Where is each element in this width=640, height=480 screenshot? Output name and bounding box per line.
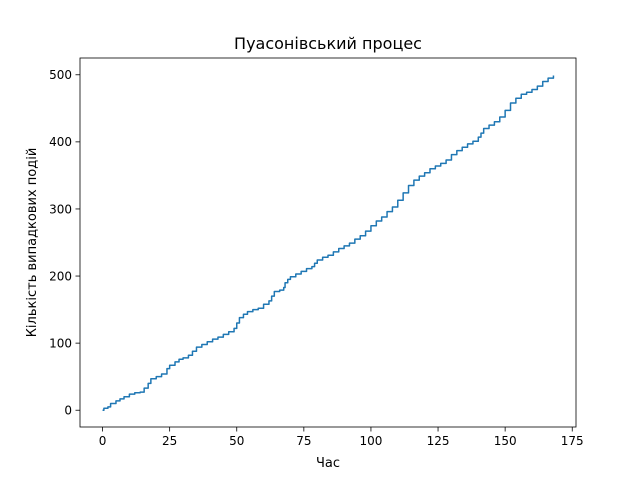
x-tick-label: 125: [427, 434, 450, 448]
x-tick-label: 150: [494, 434, 517, 448]
y-axis-label: Кількість випадкових подій: [25, 148, 40, 338]
x-tick-label: 175: [561, 434, 584, 448]
y-tick-label: 100: [49, 336, 72, 350]
x-tick-label: 25: [162, 434, 177, 448]
x-tick-label: 75: [296, 434, 311, 448]
x-tick-label: 100: [359, 434, 382, 448]
y-tick-label: 0: [64, 404, 72, 418]
x-axis: 0 25 50 75 100 125 150 175: [99, 427, 584, 448]
y-tick-label: 300: [49, 202, 72, 216]
plot-area: [102, 75, 555, 411]
x-tick-label: 0: [99, 434, 107, 448]
plot-frame: [79, 57, 577, 428]
y-axis: 0 100 200 300 400 500: [49, 68, 80, 418]
y-tick-label: 400: [49, 135, 72, 149]
series-line-0: [102, 75, 555, 411]
y-tick-label: 200: [49, 269, 72, 283]
x-tick-label: 50: [229, 434, 244, 448]
y-tick-label: 500: [49, 68, 72, 82]
x-axis-label: Час: [316, 456, 340, 471]
chart-title: Пуасонівський процес: [234, 34, 422, 53]
